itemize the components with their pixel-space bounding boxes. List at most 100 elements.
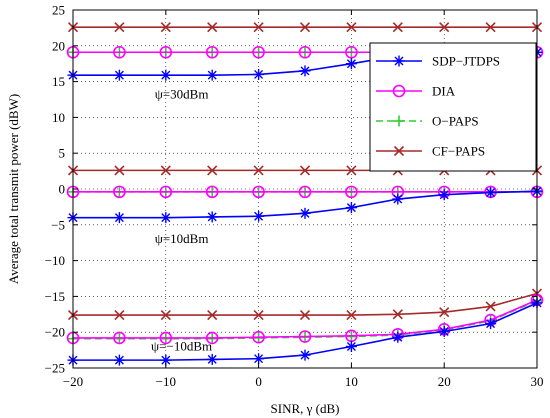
data-point-cf-paps (299, 309, 311, 321)
legend-label: SDP−JTDPS (432, 54, 500, 69)
legend: SDP−JTDPS DIA O−PAPS CF−PAPS (369, 42, 537, 172)
legend-marker (392, 84, 406, 98)
y-tick-label: 10 (52, 110, 65, 125)
legend-item-sdp-jtdps: SDP−JTDPS (376, 54, 500, 69)
y-axis-label: Average total transmit power (dBW) (6, 94, 21, 284)
data-point-cf-paps (392, 309, 403, 320)
legend-label: CF−PAPS (432, 144, 485, 159)
data-point-sdp-jtdps (160, 69, 172, 81)
y-tick-label: 15 (52, 74, 65, 89)
data-point-cf-paps (439, 307, 450, 318)
data-point-sdp-jtdps (485, 318, 497, 330)
data-point-dia (159, 331, 173, 345)
legend-item-dia: DIA (376, 84, 456, 99)
data-point-cf-paps (160, 22, 171, 33)
y-tick-label: 25 (52, 3, 65, 18)
x-axis-label: SINR, γ (dB) (271, 401, 340, 416)
data-point-cf-paps (114, 165, 125, 176)
data-point-sdp-jtdps (253, 353, 265, 365)
data-point-dia (113, 45, 126, 59)
data-point-sdp-jtdps (345, 58, 357, 70)
data-point-cf-paps (253, 309, 264, 321)
data-point-cf-paps (207, 309, 218, 321)
data-point-dia (252, 330, 265, 344)
data-point-cf-paps (160, 309, 171, 321)
data-point-cf-paps (207, 165, 218, 176)
legend-marker (393, 115, 405, 127)
data-point-dia (298, 45, 312, 59)
data-point-cf-paps (160, 165, 171, 176)
data-point-sdp-jtdps (253, 210, 265, 222)
data-point-dia (345, 45, 358, 59)
data-point-cf-paps (114, 22, 125, 33)
legend-label: DIA (432, 84, 456, 99)
legend-item-cf-paps: CF−PAPS (376, 144, 485, 159)
data-point-sdp-jtdps (253, 68, 265, 80)
y-tick-label: 5 (59, 146, 66, 161)
x-tick-label: 30 (531, 374, 544, 389)
data-point-dia (113, 185, 126, 199)
data-point-sdp-jtdps (299, 207, 311, 219)
data-point-dia (345, 185, 358, 199)
data-point-dia (159, 185, 173, 199)
data-point-cf-paps (114, 309, 125, 321)
annotation-label: ψ=10dBm (155, 231, 209, 246)
data-point-sdp-jtdps (392, 193, 404, 205)
y-tick-label: 20 (52, 38, 65, 53)
y-tick-label: −15 (45, 289, 65, 304)
data-point-sdp-jtdps (345, 341, 357, 353)
data-point-dia (159, 45, 173, 59)
data-point-sdp-jtdps (206, 69, 218, 81)
data-point-sdp-jtdps (113, 354, 125, 366)
data-point-cf-paps (207, 22, 218, 33)
data-point-cf-paps (439, 22, 450, 33)
y-tick-label: −10 (45, 253, 65, 268)
x-tick-label: 10 (345, 374, 358, 389)
y-tick-label: −20 (45, 325, 65, 340)
data-point-cf-paps (346, 165, 357, 176)
data-point-sdp-jtdps (160, 354, 172, 366)
data-point-sdp-jtdps (438, 189, 450, 201)
x-tick-label: 20 (438, 374, 451, 389)
y-tick-label: −5 (51, 217, 65, 232)
x-tick-label: −10 (156, 374, 176, 389)
data-point-dia (252, 45, 265, 59)
data-point-cf-paps (346, 309, 357, 321)
y-tick-label: −25 (45, 361, 65, 376)
data-point-sdp-jtdps (438, 325, 450, 337)
annotations: ψ=30dBm ψ=10dBm ψ=−10dBm (151, 86, 212, 353)
data-point-sdp-jtdps (485, 187, 497, 199)
data-point-cf-paps (485, 301, 496, 312)
data-point-cf-paps (299, 22, 311, 33)
data-point-cf-paps (299, 165, 311, 176)
data-point-dia (298, 330, 312, 343)
data-point-sdp-jtdps (299, 349, 311, 361)
legend-label: O−PAPS (432, 114, 479, 129)
data-point-cf-paps (253, 165, 264, 176)
data-point-sdp-jtdps (345, 202, 357, 214)
data-point-cf-paps (346, 22, 357, 33)
legend-item-o-paps: O−PAPS (376, 114, 479, 129)
data-point-sdp-jtdps (113, 69, 125, 81)
annotation-label: ψ=30dBm (155, 86, 209, 101)
data-point-sdp-jtdps (113, 212, 125, 224)
y-tick-label: 0 (59, 182, 66, 197)
data-point-dia (205, 185, 219, 199)
annotation-label: ψ=−10dBm (151, 339, 212, 354)
x-tick-label: 0 (255, 374, 262, 389)
data-point-sdp-jtdps (206, 353, 218, 365)
legend-marker (393, 55, 405, 67)
data-point-dia (252, 185, 265, 199)
data-point-sdp-jtdps (299, 65, 311, 77)
data-point-cf-paps (392, 22, 403, 33)
legend-marker (393, 145, 405, 157)
data-point-cf-paps (485, 22, 496, 33)
data-point-dia (205, 331, 219, 345)
x-tick-label: −20 (63, 374, 83, 389)
series-line-dia (73, 299, 538, 339)
data-point-cf-paps (253, 22, 264, 33)
data-point-dia (113, 331, 126, 345)
data-point-sdp-jtdps (206, 211, 218, 223)
